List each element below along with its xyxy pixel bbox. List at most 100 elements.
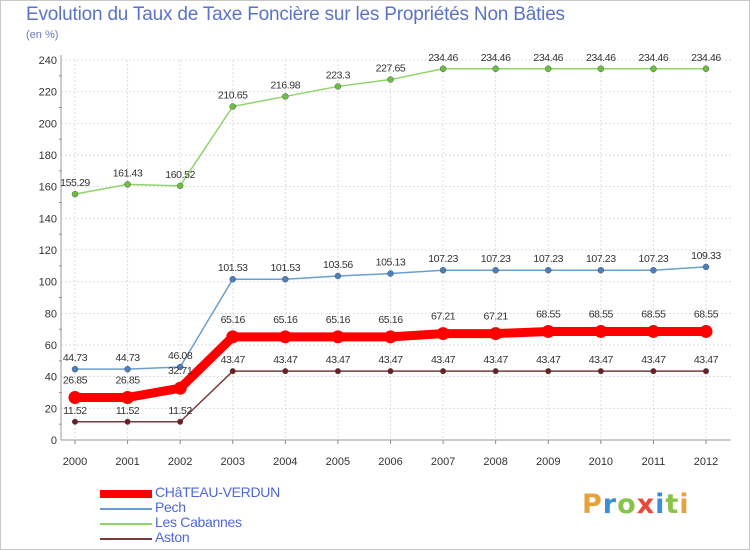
data-label-pech: 101.53 bbox=[270, 262, 300, 274]
point-pech bbox=[282, 275, 289, 283]
grid bbox=[61, 59, 731, 441]
legend-swatch bbox=[100, 508, 152, 510]
data-label-les-cabannes: 155.29 bbox=[60, 177, 90, 189]
y-tick-label: 240 bbox=[39, 55, 57, 67]
point-aston bbox=[650, 368, 657, 375]
data-label-aston: 43.47 bbox=[536, 354, 561, 366]
logo-letter: x bbox=[636, 489, 656, 520]
x-tick-label: 2012 bbox=[694, 456, 718, 468]
data-label-aston: 11.52 bbox=[168, 405, 192, 417]
data-label-ch-teau-verdun: 65.16 bbox=[273, 314, 298, 326]
data-label-ch-teau-verdun: 67.21 bbox=[484, 311, 509, 323]
point-pech bbox=[492, 266, 499, 274]
point-ch-teau-verdun bbox=[121, 390, 135, 404]
point-pech bbox=[334, 272, 342, 280]
point-pech bbox=[124, 365, 131, 373]
legend-swatch bbox=[100, 538, 152, 540]
point-ch-teau-verdun bbox=[594, 324, 608, 338]
point-aston bbox=[545, 368, 552, 375]
y-tick-label: 80 bbox=[45, 308, 57, 320]
point-ch-teau-verdun bbox=[331, 330, 345, 344]
point-pech bbox=[71, 365, 79, 373]
data-labels: 155.29 161.43 160.52 210.65 216.98 223.3 227.6… bbox=[60, 52, 722, 417]
data-label-les-cabannes: 227.65 bbox=[376, 63, 406, 75]
y-tick-label: 60 bbox=[45, 340, 57, 352]
point-les-cabannes bbox=[439, 65, 447, 73]
x-tick-label: 2008 bbox=[483, 456, 507, 468]
data-label-aston: 43.47 bbox=[694, 354, 719, 366]
y-tick-label: 40 bbox=[45, 372, 57, 384]
point-aston bbox=[124, 418, 131, 425]
data-label-aston: 11.52 bbox=[116, 405, 140, 417]
logo-letter: r bbox=[602, 489, 618, 520]
y-tick-label: 100 bbox=[39, 277, 57, 289]
data-label-aston: 43.47 bbox=[378, 354, 403, 366]
point-aston bbox=[597, 368, 604, 375]
data-label-ch-teau-verdun: 65.16 bbox=[326, 314, 351, 326]
point-pech bbox=[597, 266, 605, 274]
data-label-pech: 101.53 bbox=[218, 262, 248, 274]
logo-letter: P bbox=[582, 489, 603, 520]
data-label-pech: 44.73 bbox=[63, 352, 88, 364]
point-pech bbox=[702, 263, 710, 271]
point-pech bbox=[387, 270, 394, 277]
logo-letter: i bbox=[655, 489, 666, 520]
point-les-cabannes bbox=[334, 83, 342, 90]
y-tick-label: 220 bbox=[39, 87, 57, 99]
data-label-aston: 43.47 bbox=[641, 354, 666, 366]
data-label-ch-teau-verdun: 67.21 bbox=[431, 311, 456, 323]
point-pech bbox=[176, 363, 184, 371]
point-aston bbox=[282, 368, 289, 375]
chart-title: Evolution du Taux de Taxe Foncière sur l… bbox=[26, 4, 565, 25]
data-label-les-cabannes: 216.98 bbox=[270, 79, 300, 91]
data-label-les-cabannes: 234.46 bbox=[639, 52, 669, 64]
data-label-pech: 107.23 bbox=[533, 253, 563, 265]
point-les-cabannes bbox=[545, 65, 552, 73]
point-aston bbox=[334, 368, 341, 375]
data-label-aston: 43.47 bbox=[326, 354, 351, 366]
point-ch-teau-verdun bbox=[541, 324, 555, 338]
y-tick-label: 120 bbox=[39, 245, 57, 257]
unit-label: (en %) bbox=[26, 29, 59, 41]
data-label-ch-teau-verdun: 68.55 bbox=[536, 308, 561, 320]
point-aston bbox=[702, 368, 710, 375]
x-tick-label: 2004 bbox=[273, 456, 297, 468]
x-tick-label: 2000 bbox=[63, 456, 87, 468]
point-les-cabannes bbox=[492, 65, 499, 73]
legend-label: Pech bbox=[155, 499, 186, 515]
data-label-les-cabannes: 234.46 bbox=[691, 52, 721, 64]
point-les-cabannes bbox=[229, 103, 236, 110]
data-label-pech: 109.33 bbox=[691, 250, 721, 262]
y-tick-label: 200 bbox=[39, 118, 57, 130]
data-label-pech: 107.23 bbox=[481, 253, 511, 265]
data-label-aston: 43.47 bbox=[484, 354, 509, 366]
point-les-cabannes bbox=[124, 181, 131, 188]
x-tick-label: 2010 bbox=[589, 456, 613, 468]
point-aston bbox=[71, 418, 79, 425]
data-label-aston: 43.47 bbox=[589, 354, 614, 366]
point-aston bbox=[229, 368, 236, 375]
data-label-ch-teau-verdun: 26.85 bbox=[115, 374, 140, 386]
legend-label: CHâTEAU-VERDUN bbox=[155, 484, 280, 500]
point-ch-teau-verdun bbox=[226, 330, 240, 344]
data-label-les-cabannes: 234.46 bbox=[533, 52, 563, 64]
point-les-cabannes bbox=[597, 65, 605, 73]
point-les-cabannes bbox=[650, 65, 657, 73]
point-aston bbox=[387, 368, 394, 375]
x-tick-label: 2001 bbox=[115, 456, 139, 468]
point-ch-teau-verdun bbox=[436, 327, 450, 341]
logo-letter: i bbox=[679, 489, 690, 520]
point-les-cabannes bbox=[387, 76, 394, 83]
x-tick-label: 2011 bbox=[642, 456, 666, 468]
data-label-aston: 43.47 bbox=[431, 354, 456, 366]
data-label-les-cabannes: 210.65 bbox=[218, 89, 248, 101]
y-tick-label: 160 bbox=[39, 182, 57, 194]
data-label-pech: 107.23 bbox=[586, 253, 616, 265]
series bbox=[68, 65, 713, 425]
x-tick-label: 2006 bbox=[378, 456, 402, 468]
data-label-ch-teau-verdun: 68.55 bbox=[641, 308, 666, 320]
legend-label: Les Cabannes bbox=[155, 514, 242, 530]
point-ch-teau-verdun bbox=[384, 330, 397, 344]
data-label-ch-teau-verdun: 26.85 bbox=[63, 374, 88, 386]
